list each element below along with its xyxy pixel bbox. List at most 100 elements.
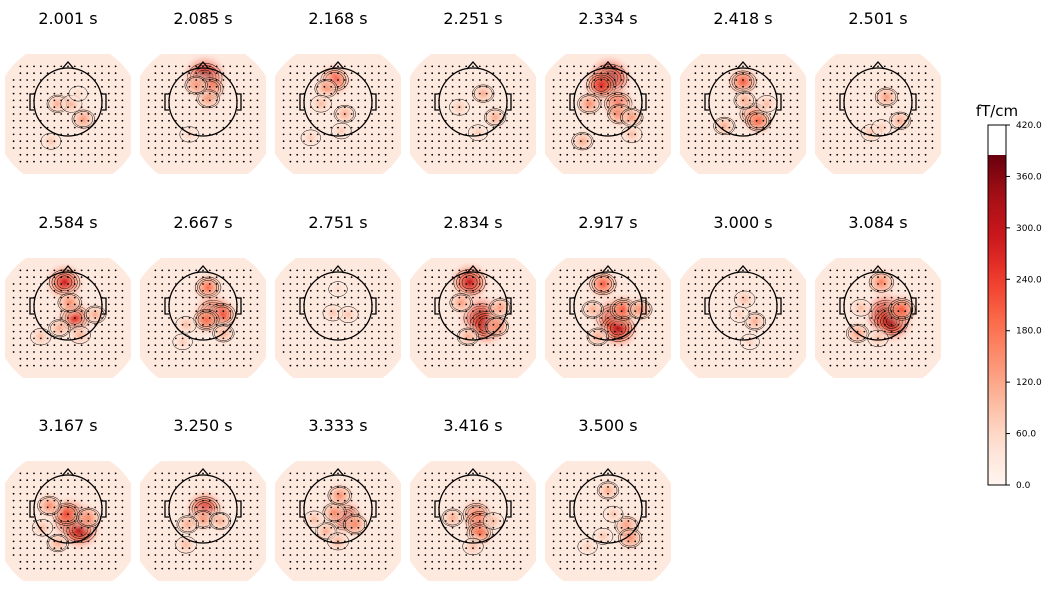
sensor-marker xyxy=(391,526,394,529)
sensor-marker xyxy=(451,99,454,102)
sensor-marker xyxy=(364,513,367,516)
sensor-marker xyxy=(350,92,353,95)
sensor-marker xyxy=(829,337,832,340)
sensor-marker xyxy=(289,479,292,482)
sensor-marker xyxy=(586,160,589,163)
sensor-marker xyxy=(654,323,657,326)
sensor-marker xyxy=(782,351,785,353)
sensor-marker xyxy=(154,486,157,488)
sensor-marker xyxy=(822,310,825,313)
sensor-marker xyxy=(39,269,42,272)
sensor-marker xyxy=(424,133,427,136)
sensor-marker xyxy=(485,296,488,299)
sensor-marker xyxy=(229,472,232,475)
sensor-marker xyxy=(762,303,765,306)
sensor-marker xyxy=(492,506,495,509)
sensor-marker xyxy=(492,92,495,95)
sensor-marker xyxy=(776,283,778,285)
sensor-marker xyxy=(478,99,481,102)
sensor-marker xyxy=(883,113,886,115)
sensor-marker xyxy=(512,472,515,475)
sensor-marker xyxy=(350,479,353,482)
sensor-marker xyxy=(904,317,907,319)
sensor-marker xyxy=(147,303,150,306)
sensor-marker xyxy=(647,337,650,340)
sensor-marker xyxy=(323,486,326,488)
sensor-marker xyxy=(586,269,589,272)
sensor-marker xyxy=(789,153,792,156)
sensor-marker xyxy=(714,140,717,143)
sensor-marker xyxy=(694,113,697,115)
sensor-marker xyxy=(161,499,164,502)
topomap-contour xyxy=(588,329,608,345)
sensor-marker xyxy=(289,119,292,122)
sensor-marker xyxy=(303,526,305,529)
sensor-marker xyxy=(181,533,184,536)
sensor-marker xyxy=(789,79,792,81)
sensor-marker xyxy=(776,119,778,122)
sensor-marker xyxy=(600,79,603,81)
sensor-marker xyxy=(46,364,49,367)
sensor-marker xyxy=(12,344,15,347)
sensor-marker xyxy=(843,140,845,143)
sensor-marker xyxy=(586,276,589,279)
sensor-marker xyxy=(627,296,630,299)
sensor-marker xyxy=(438,479,440,482)
sensor-marker xyxy=(512,119,515,122)
sensor-marker xyxy=(755,296,758,299)
sensor-marker xyxy=(613,472,616,475)
sensor-marker xyxy=(94,140,97,143)
sensor-marker xyxy=(829,133,832,136)
sensor-marker xyxy=(12,140,15,143)
sensor-marker xyxy=(181,344,184,347)
sensor-marker xyxy=(215,147,218,149)
sensor-marker xyxy=(472,533,474,536)
sensor-marker xyxy=(789,133,792,136)
sensor-marker xyxy=(73,65,76,68)
sensor-marker xyxy=(769,153,772,156)
topomap-time-label: 3.250 s xyxy=(173,416,232,435)
sensor-marker xyxy=(222,344,225,347)
sensor-marker xyxy=(654,283,657,285)
sensor-marker xyxy=(519,92,522,95)
sensor-marker xyxy=(499,85,502,88)
sensor-marker xyxy=(114,330,117,333)
sensor-marker xyxy=(755,113,758,115)
sensor-marker xyxy=(890,357,893,360)
sensor-marker xyxy=(431,126,434,129)
sensor-marker xyxy=(721,65,724,68)
sensor-marker xyxy=(897,72,900,75)
sensor-marker xyxy=(877,79,879,81)
sensor-marker xyxy=(593,269,596,272)
sensor-marker xyxy=(478,269,481,272)
sensor-marker xyxy=(282,283,285,285)
sensor-marker xyxy=(485,283,488,285)
sensor-marker xyxy=(593,323,596,326)
sensor-marker xyxy=(526,499,529,502)
sensor-marker xyxy=(573,140,575,143)
sensor-marker xyxy=(303,153,305,156)
sensor-marker xyxy=(661,289,664,292)
sensor-marker xyxy=(721,364,724,367)
sensor-marker xyxy=(431,533,434,536)
sensor-marker xyxy=(114,479,117,482)
sensor-marker xyxy=(512,351,515,353)
sensor-marker xyxy=(12,330,15,333)
topomap-time-label: 3.500 s xyxy=(578,416,637,435)
sensor-marker xyxy=(485,492,488,495)
sensor-marker xyxy=(364,479,367,482)
sensor-marker xyxy=(229,303,232,306)
sensor-marker xyxy=(424,533,427,536)
sensor-marker xyxy=(586,330,589,333)
sensor-marker xyxy=(694,276,697,279)
sensor-marker xyxy=(114,65,117,68)
sensor-marker xyxy=(600,330,603,333)
sensor-marker xyxy=(573,351,575,353)
topomap-contour xyxy=(593,78,609,92)
head-outline xyxy=(708,67,778,137)
sensor-marker xyxy=(168,133,170,136)
sensor-marker xyxy=(748,364,751,367)
sensor-marker xyxy=(343,65,346,68)
sensor-marker xyxy=(647,92,650,95)
sensor-marker xyxy=(641,472,643,475)
